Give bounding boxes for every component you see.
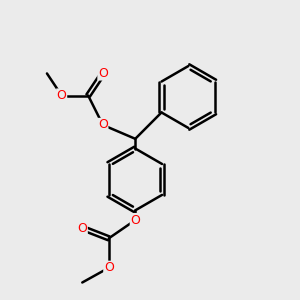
Text: O: O <box>104 261 114 274</box>
Text: O: O <box>77 221 87 235</box>
Text: O: O <box>98 67 108 80</box>
Text: O: O <box>130 214 140 226</box>
Text: O: O <box>98 118 108 131</box>
Text: O: O <box>57 89 67 102</box>
